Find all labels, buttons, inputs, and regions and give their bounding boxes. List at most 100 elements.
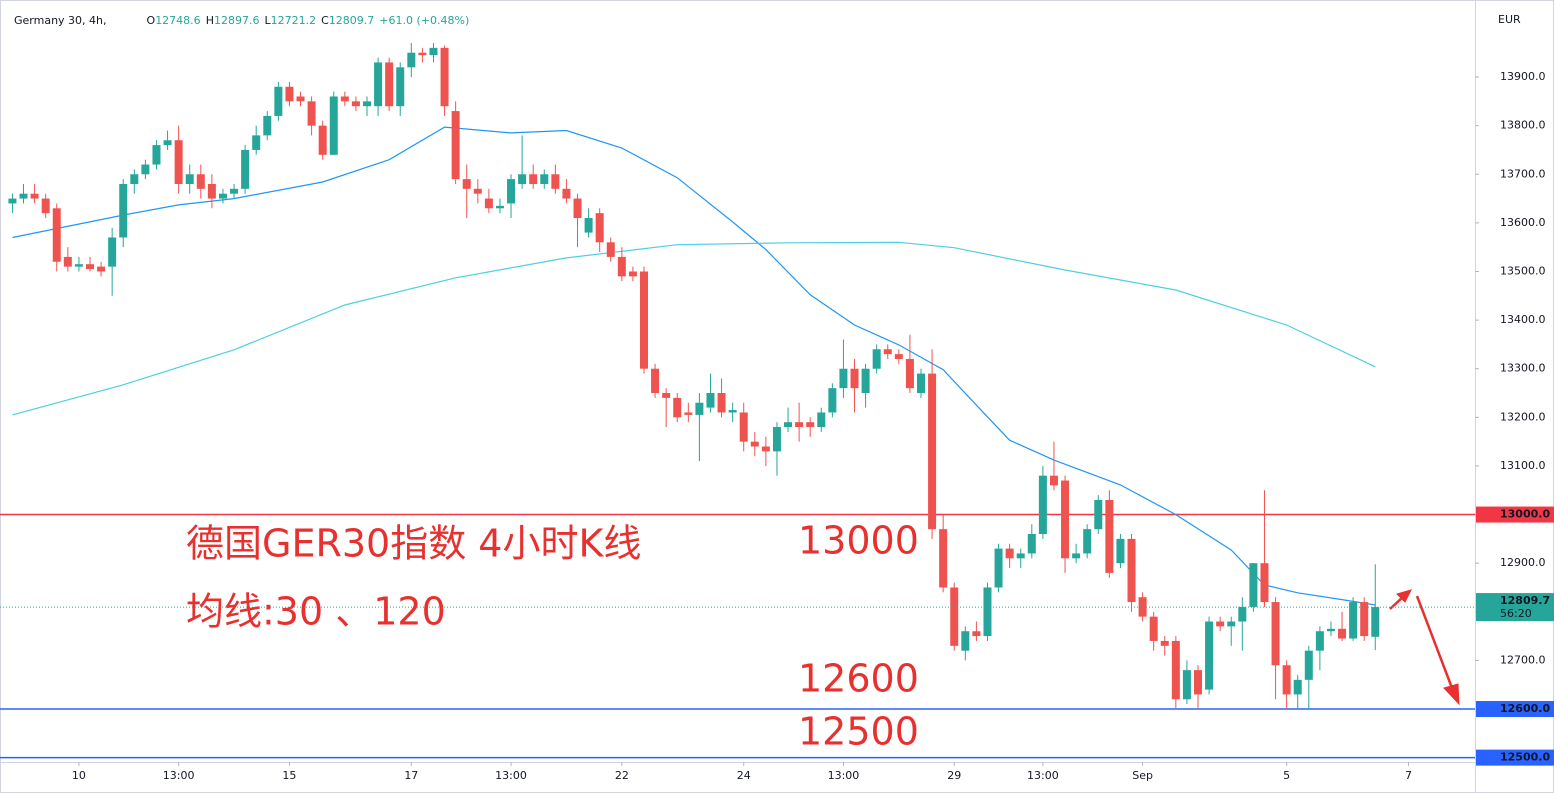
x-tick-label: 7 <box>1405 769 1412 782</box>
legend-header: Germany 30, 4h, O12748.6 H12897.6 L12721.2 C… <box>14 14 469 27</box>
candle-body <box>584 218 593 233</box>
candle-body <box>939 529 948 588</box>
ohlc-label: O <box>147 14 156 27</box>
candle-body <box>551 174 560 189</box>
candle-body <box>1016 553 1025 559</box>
annotation: 12500 <box>798 710 919 754</box>
candle-body <box>573 198 582 219</box>
candle-body <box>141 164 150 175</box>
x-tick-label: 22 <box>615 769 629 782</box>
price-label-box <box>1476 749 1554 766</box>
candle-body <box>1105 499 1114 573</box>
candle-body <box>784 422 793 428</box>
candle-body <box>41 198 50 214</box>
candle-body <box>285 86 294 102</box>
candle-body <box>529 174 538 184</box>
candle-body <box>1271 602 1280 666</box>
moving-average <box>12 126 1376 606</box>
candle-body <box>152 145 161 165</box>
ohlc-label: C <box>321 14 329 27</box>
candle-body <box>30 193 39 199</box>
candle-body <box>1304 650 1313 680</box>
candle-body <box>1260 563 1269 603</box>
candle-body <box>230 188 239 194</box>
x-tick-label: 17 <box>404 769 418 782</box>
candle-body <box>163 140 172 146</box>
candle-body <box>351 101 360 107</box>
candle-body <box>806 422 815 428</box>
candle-body <box>1249 563 1258 607</box>
ohlc-value: 12748.6 <box>155 14 201 27</box>
arrows <box>1389 589 1460 706</box>
candle-body <box>1238 606 1247 622</box>
candle-body <box>1083 529 1092 554</box>
y-tick-label: 12700.0 <box>1500 653 1546 666</box>
candle-body <box>252 135 261 150</box>
candle-body <box>385 62 394 107</box>
arrow-head <box>1396 589 1412 603</box>
y-tick-label: 13200.0 <box>1500 410 1546 423</box>
candle-body <box>717 393 726 413</box>
candle-body <box>407 52 416 68</box>
candle-body <box>728 410 737 413</box>
candle-body <box>761 446 770 452</box>
candle-body <box>1072 553 1081 559</box>
ohlc-value: 12809.7 <box>329 14 375 27</box>
candle-body <box>296 96 305 102</box>
candle-body <box>429 47 438 56</box>
candle-body <box>318 125 327 155</box>
candle-body <box>1282 665 1291 695</box>
price-label: 13000.0 <box>1500 508 1550 521</box>
candle-body <box>706 393 715 408</box>
candle-body <box>462 179 471 189</box>
candle-body <box>950 587 959 646</box>
candle-body <box>1182 670 1191 700</box>
candle-body <box>1038 475 1047 535</box>
arrow-down <box>1415 595 1454 689</box>
x-tick-label: Sep <box>1132 769 1153 782</box>
candle-body <box>839 368 848 389</box>
candle-body <box>1138 597 1147 617</box>
candle-body <box>606 242 615 257</box>
candle-body <box>651 368 660 394</box>
y-tick-label: 13700.0 <box>1500 167 1546 180</box>
x-tick-label: 24 <box>737 769 751 782</box>
candle-body <box>739 412 748 442</box>
last-price-box <box>1476 593 1554 622</box>
candle-body <box>562 188 571 199</box>
candle-body <box>396 67 405 107</box>
candle-body <box>883 349 892 355</box>
candle-body <box>673 397 682 418</box>
candle-body <box>484 198 493 209</box>
candle-body <box>218 193 227 199</box>
candle-body <box>1205 621 1214 690</box>
candle-body <box>1193 670 1202 695</box>
change: +61.0 (+0.48%) <box>379 14 469 27</box>
price-label: 12600.0 <box>1500 702 1550 715</box>
candle-body <box>418 52 427 56</box>
candle-body <box>63 256 72 267</box>
candle-body <box>961 631 970 651</box>
candle-body <box>772 427 781 452</box>
ohlc-label: H <box>206 14 214 27</box>
candle-body <box>263 115 272 136</box>
annotation: 均线:30 、120 <box>186 590 446 634</box>
candle-body <box>1293 679 1302 695</box>
candle-body <box>196 174 205 189</box>
candle-body <box>1116 538 1125 564</box>
countdown: 56:20 <box>1500 607 1532 620</box>
x-tick-label: 13:00 <box>1027 769 1059 782</box>
candle-body <box>1371 607 1380 637</box>
candle-body <box>850 368 859 389</box>
candle-body <box>174 140 183 184</box>
candle-body <box>1094 499 1103 530</box>
candle-body <box>374 62 383 107</box>
x-tick-label: 10 <box>72 769 86 782</box>
candle-body <box>662 393 671 398</box>
moving-average <box>12 241 1376 416</box>
candle-body <box>1227 621 1236 627</box>
candle-body <box>1027 534 1036 554</box>
y-tick-label: 13900.0 <box>1500 70 1546 83</box>
candle-body <box>1349 602 1358 639</box>
